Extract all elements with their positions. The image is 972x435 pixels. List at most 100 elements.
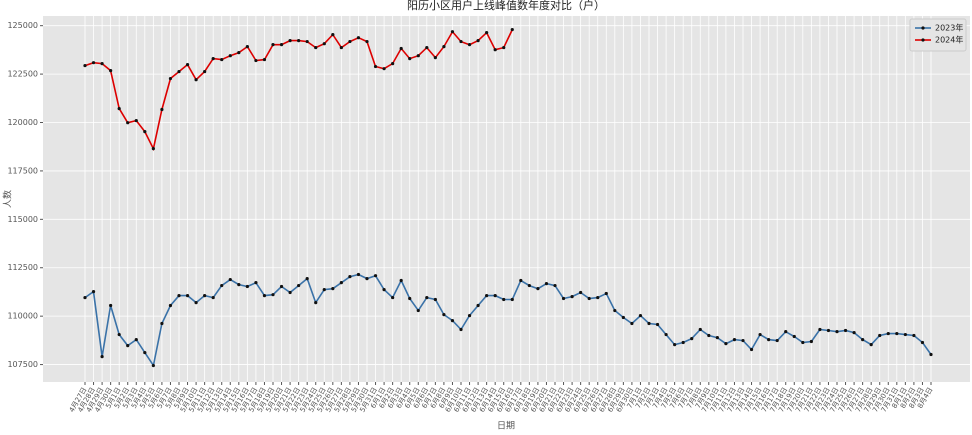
point [228,277,232,282]
point [621,315,625,320]
point [425,295,429,300]
point [83,63,87,68]
point [792,334,796,339]
point [100,355,104,359]
y-tick-label: 112500 [7,263,38,272]
point [288,38,292,43]
point [510,297,514,302]
point [339,45,343,50]
point [356,272,361,277]
point [886,331,890,336]
point [220,57,224,62]
point [279,43,284,47]
point [399,46,403,51]
point [109,69,113,73]
point [673,343,677,347]
point [878,333,882,338]
point [604,291,608,296]
point [262,294,267,298]
point [613,308,617,313]
point [912,333,916,338]
point [100,62,104,66]
point [382,67,386,71]
point [305,276,309,281]
point [382,288,386,292]
point [895,331,899,336]
point [109,303,113,308]
point [903,332,907,337]
legend-marker [921,26,925,30]
point [254,281,258,285]
point [322,42,326,46]
point [681,340,685,345]
point [203,69,207,74]
legend-marker [921,38,925,42]
point [536,287,540,291]
point [467,43,472,47]
point [126,343,130,348]
point [527,283,531,288]
point [279,284,284,289]
point [143,130,147,134]
point [775,338,779,343]
point [322,288,326,292]
y-tick-label: 120000 [7,118,38,127]
point [929,352,933,357]
point [288,290,292,295]
point [194,78,198,82]
point [220,283,224,288]
chart-title: 阳历小区用户上线峰值数年度对比（户） [407,0,605,12]
point [784,330,788,334]
point [143,350,147,355]
point [510,27,514,32]
point [237,51,241,55]
point [544,282,549,286]
point [630,321,634,326]
y-tick-label: 107500 [7,360,38,369]
x-axis-label: 日期 [497,421,515,432]
point [339,281,343,285]
point [869,343,873,347]
point [553,283,557,288]
point [442,313,446,317]
point [732,337,737,342]
point [476,38,480,43]
point [801,340,805,345]
point [715,336,719,340]
point [91,61,96,65]
point [348,275,352,279]
point [493,48,497,52]
point [809,339,813,344]
point [91,289,96,294]
point [485,31,489,35]
point [664,332,668,337]
point [707,333,711,338]
point [365,276,369,281]
point [237,282,241,287]
y-tick-label: 122500 [7,70,38,79]
point [852,331,856,335]
point [920,340,925,345]
point [459,327,463,332]
point [228,54,232,58]
y-tick-label: 110000 [7,312,38,321]
point [690,337,694,341]
point [117,332,121,337]
point [570,295,574,299]
point [450,319,455,323]
point [356,36,361,40]
point [861,337,865,342]
point [83,295,87,300]
y-tick-label: 117500 [7,166,38,175]
point [433,297,437,302]
point [579,290,583,295]
point [724,342,728,346]
point [587,296,591,301]
point [493,294,497,298]
point [502,297,506,302]
point [596,295,600,300]
point [185,63,190,67]
point [177,69,181,74]
point [391,295,395,300]
